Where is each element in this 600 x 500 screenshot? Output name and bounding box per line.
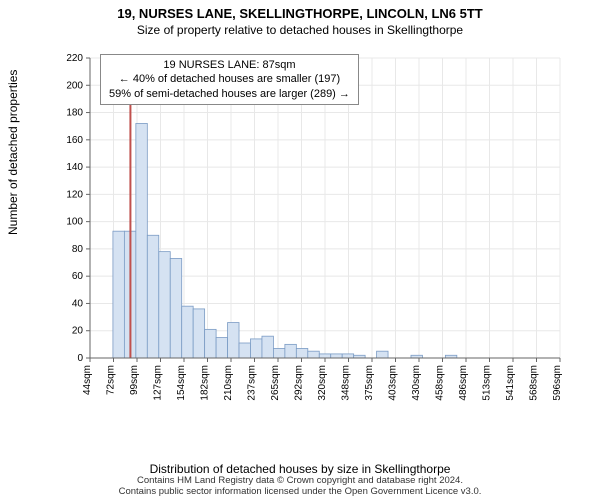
histogram-bar — [205, 329, 216, 358]
x-tick-label: 292sqm — [294, 365, 305, 401]
histogram-bar — [113, 231, 124, 358]
x-tick-label: 182sqm — [200, 365, 211, 401]
x-tick-label: 210sqm — [223, 365, 234, 401]
y-tick-label: 160 — [66, 135, 83, 146]
histogram-bar — [159, 252, 170, 358]
x-tick-label: 375sqm — [364, 365, 375, 401]
histogram-bar — [273, 348, 284, 358]
histogram-bar — [285, 344, 296, 358]
y-tick-label: 100 — [66, 217, 83, 228]
footer: Contains HM Land Registry data © Crown c… — [0, 476, 600, 498]
x-tick-label: 127sqm — [153, 365, 164, 401]
footer-line-2: Contains public sector information licen… — [0, 487, 600, 498]
x-tick-label: 265sqm — [270, 365, 281, 401]
histogram-bar — [250, 339, 261, 358]
y-axis-label: Number of detached properties — [6, 70, 20, 235]
x-tick-label: 348sqm — [341, 365, 352, 401]
y-tick-label: 220 — [66, 53, 83, 64]
info-line-1: 19 NURSES LANE: 87sqm — [109, 58, 350, 72]
x-axis-label: Distribution of detached houses by size … — [0, 462, 600, 476]
y-tick-label: 140 — [66, 162, 83, 173]
x-tick-label: 44sqm — [82, 365, 93, 395]
histogram-bar — [147, 235, 158, 358]
y-tick-label: 180 — [66, 108, 83, 119]
chart-container: 19, NURSES LANE, SKELLINGTHORPE, LINCOLN… — [0, 0, 600, 500]
y-tick-label: 80 — [72, 244, 84, 255]
chart-subtitle: Size of property relative to detached ho… — [0, 21, 600, 37]
y-tick-label: 0 — [77, 353, 83, 364]
histogram-bar — [262, 336, 273, 358]
histogram-bar — [296, 348, 307, 358]
x-tick-label: 596sqm — [552, 365, 563, 401]
x-tick-label: 72sqm — [106, 365, 117, 395]
chart-title: 19, NURSES LANE, SKELLINGTHORPE, LINCOLN… — [0, 0, 600, 21]
x-tick-label: 320sqm — [317, 365, 328, 401]
info-line-3: 59% of semi-detached houses are larger (… — [109, 87, 350, 101]
histogram-bar — [228, 323, 239, 358]
histogram-bar — [319, 354, 330, 358]
y-tick-label: 120 — [66, 189, 83, 200]
histogram-bar — [193, 309, 204, 358]
histogram-bar — [342, 354, 353, 358]
histogram-bar — [331, 354, 342, 358]
info-box: 19 NURSES LANE: 87sqm ← 40% of detached … — [100, 54, 359, 105]
x-tick-label: 237sqm — [247, 365, 258, 401]
histogram-bar — [239, 343, 250, 358]
x-tick-label: 486sqm — [458, 365, 469, 401]
x-tick-label: 430sqm — [411, 365, 422, 401]
info-line-2: ← 40% of detached houses are smaller (19… — [109, 72, 350, 86]
histogram-bar — [170, 258, 181, 358]
x-tick-label: 513sqm — [482, 365, 493, 401]
histogram-bar — [182, 306, 193, 358]
x-tick-label: 99sqm — [129, 365, 140, 395]
x-tick-label: 568sqm — [529, 365, 540, 401]
histogram-bar — [308, 351, 319, 358]
histogram-bar — [216, 338, 227, 358]
y-tick-label: 200 — [66, 80, 83, 91]
y-tick-label: 20 — [72, 326, 84, 337]
x-tick-label: 154sqm — [176, 365, 187, 401]
x-tick-label: 403sqm — [388, 365, 399, 401]
histogram-bar — [377, 351, 388, 358]
y-tick-label: 60 — [72, 271, 84, 282]
x-tick-label: 458sqm — [435, 365, 446, 401]
y-tick-label: 40 — [72, 298, 84, 309]
histogram-bar — [136, 123, 147, 358]
x-tick-label: 541sqm — [505, 365, 516, 401]
